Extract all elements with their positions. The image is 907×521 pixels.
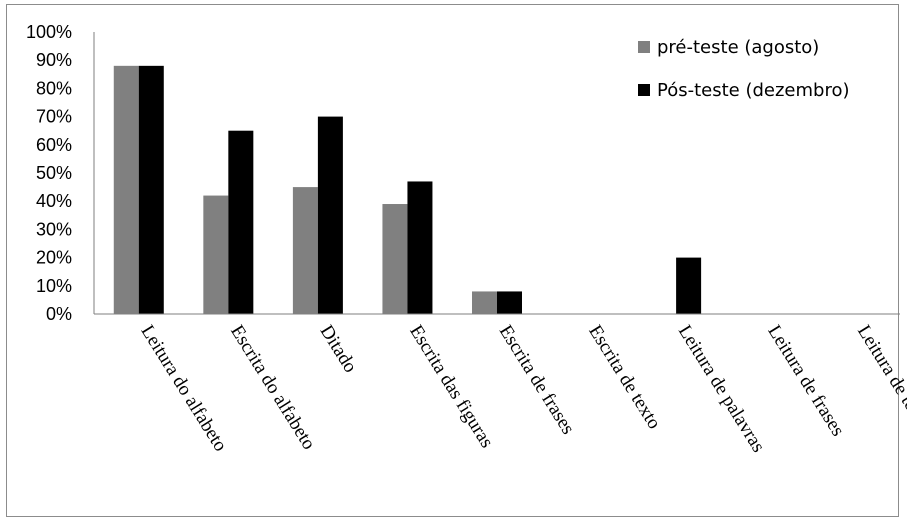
y-tick-label: 20% [36,248,72,268]
x-tick-label: Leitura de palavras [674,322,769,457]
y-tick-label: 50% [36,163,72,183]
bar [497,291,522,314]
y-tick-label: 30% [36,219,72,239]
x-tick-label: Escrita do alfabeto [226,322,319,454]
y-tick-label: 60% [36,135,72,155]
bar [113,65,139,314]
bar [382,204,408,314]
bar [292,187,318,314]
y-tick-label: 0% [46,304,72,324]
bar [203,195,229,314]
y-tick-label: 80% [36,78,72,98]
legend-swatch [638,41,650,53]
bar [676,257,702,314]
bar [228,130,254,314]
legend-label: Pós-teste (dezembro) [657,80,850,101]
y-tick-label: 90% [36,50,72,70]
y-axis: 0% 10% 20% 30% 40% 50% 60% 70% 80% 90% 100% [26,22,95,324]
bar [317,116,343,314]
legend-label: pré-teste (agosto) [657,37,819,58]
x-tick-label: Leitura de frases [763,322,848,440]
y-tick-label: 40% [36,191,72,211]
bar [138,65,164,314]
x-tick-label: Escrita das figuras [405,322,497,452]
x-tick-label: Escrita de texto [584,322,664,433]
legend-swatch [638,84,650,96]
legend: pré-teste (agosto) Pós-teste (dezembro) [638,37,850,101]
y-tick-label: 10% [36,276,72,296]
x-tick-label: Ditado [316,322,361,377]
x-tick-label: Leitura de texto [853,322,907,435]
y-tick-label: 100% [26,22,72,42]
bars [113,65,702,314]
bar [407,181,433,314]
x-tick-label: Escrita de frases [495,322,579,439]
x-tick-label: Leitura do alfabeto [137,322,231,456]
y-tick-label: 70% [36,107,72,127]
bar [472,291,497,314]
